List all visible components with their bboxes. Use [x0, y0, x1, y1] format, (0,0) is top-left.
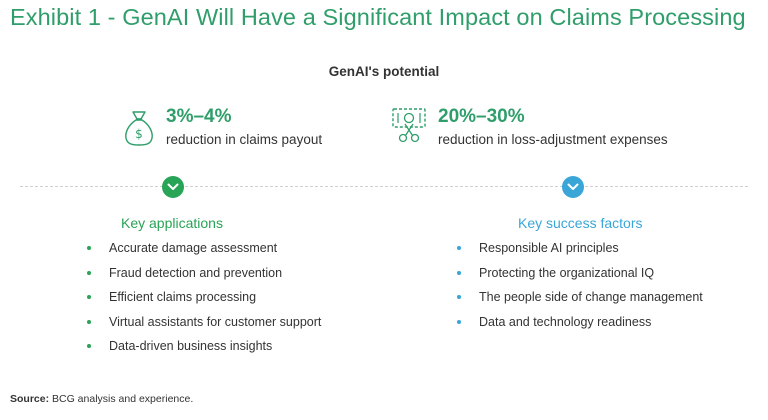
stat-claims-payout: $ 3%–4% reduction in claims payout — [122, 106, 382, 156]
list-item: Protecting the organizational IQ — [455, 265, 703, 290]
stat-description: reduction in claims payout — [166, 132, 323, 147]
cut-banknote-icon — [392, 108, 426, 143]
list-item: Virtual assistants for customer support — [85, 314, 321, 339]
exhibit-title: Exhibit 1 - GenAI Will Have a Significan… — [10, 4, 746, 30]
list-item-text: Virtual assistants for customer support — [109, 314, 322, 329]
source-label: Source: — [10, 393, 50, 405]
stat-loss-adjustment: 20%–30% reduction in loss-adjustment exp… — [390, 106, 720, 156]
key-success-factors-heading: Key success factors — [518, 215, 643, 231]
bullet-dot — [457, 246, 461, 250]
source-text: BCG analysis and experience. — [49, 393, 194, 405]
list-item-text: Data-driven business insights — [109, 339, 273, 353]
list-item-text: Responsible AI principles — [479, 241, 619, 255]
dashed-divider — [20, 186, 748, 187]
list-item: Efficient claims processing — [85, 289, 321, 314]
bullet-dot — [457, 270, 461, 275]
bullet-dot — [457, 319, 461, 324]
chevron-down-icon — [167, 183, 179, 190]
list-item-text: Efficient claims processing — [109, 290, 257, 304]
list-item-text: Data and technology readiness — [479, 314, 652, 329]
bullet-dot — [87, 344, 91, 348]
list-item: Data-driven business insights — [85, 338, 321, 363]
chevron-down-icon — [567, 183, 579, 190]
left-chevron-marker — [162, 176, 184, 198]
bullet-dot — [87, 270, 91, 275]
stat-value: 3%–4% — [166, 106, 232, 127]
list-item-text: Protecting the organizational IQ — [479, 265, 655, 280]
stat-value: 20%–30% — [438, 106, 525, 127]
list-item: The people side of change management — [455, 289, 703, 314]
list-item: Fraud detection and prevention — [85, 265, 321, 290]
svg-text:$: $ — [135, 127, 143, 141]
list-item-text: The people side of change management — [479, 290, 703, 304]
money-bag-icon: $ — [125, 111, 153, 146]
bullet-dot — [87, 319, 91, 324]
list-item-text: Accurate damage assessment — [109, 241, 278, 255]
list-item: Accurate damage assessment — [85, 240, 321, 265]
key-applications-heading: Key applications — [121, 215, 223, 231]
stat-description: reduction in loss-adjustment expenses — [438, 132, 668, 147]
bullet-dot — [457, 295, 461, 299]
list-item: Responsible AI principles — [455, 240, 703, 265]
source-note: Source: BCG analysis and experience. — [10, 393, 193, 405]
bullet-dot — [87, 246, 91, 250]
key-success-factors-list: Responsible AI principles Protecting the… — [455, 240, 703, 338]
key-applications-list: Accurate damage assessment Fraud detecti… — [85, 240, 321, 363]
section-subtitle: GenAI's potential — [328, 64, 440, 79]
right-chevron-marker — [562, 176, 584, 198]
bullet-dot — [87, 295, 91, 299]
list-item: Data and technology readiness — [455, 314, 703, 339]
list-item-text: Fraud detection and prevention — [109, 265, 283, 280]
